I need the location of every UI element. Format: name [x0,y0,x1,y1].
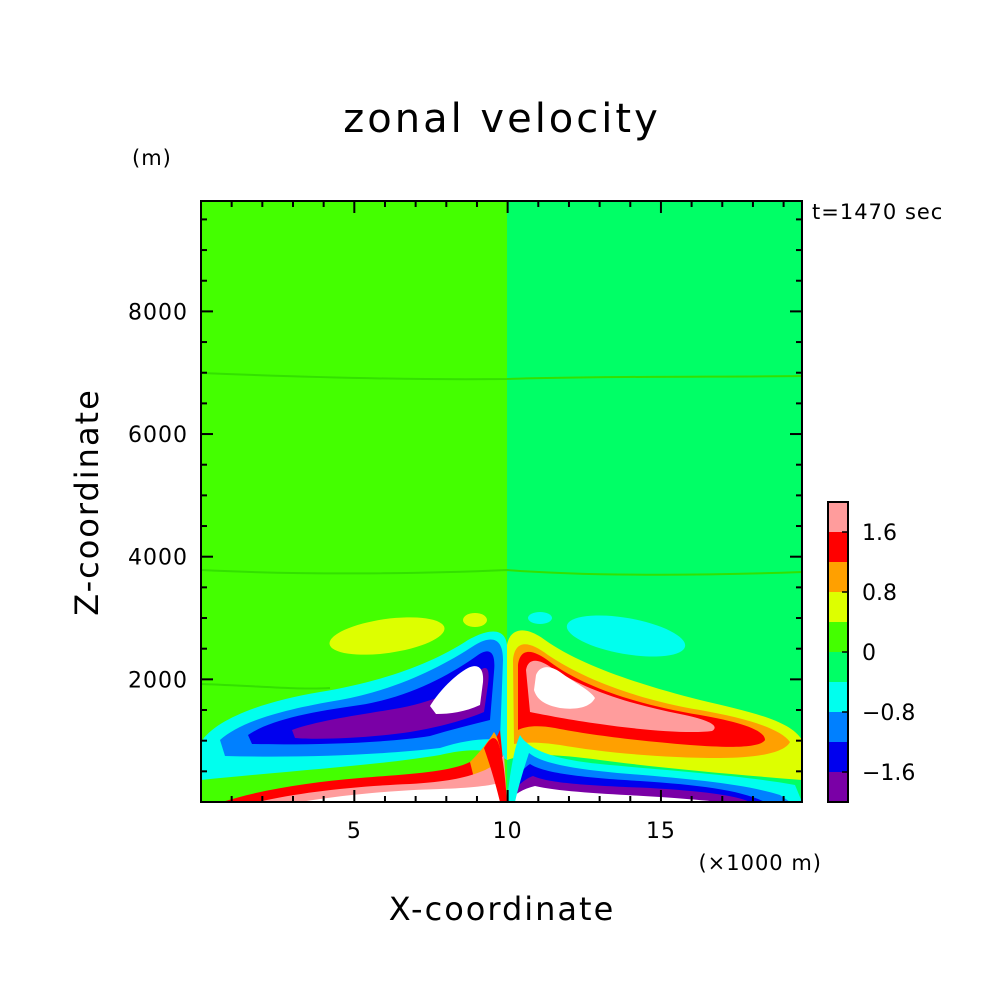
center-cyan-column [507,741,530,802]
y-axis-label: Z-coordinate [68,388,106,616]
left-jet-core-white [430,666,484,714]
colorbar-swatch [828,652,848,682]
y-unit-label: (m) [132,146,172,170]
colorbar-swatch [828,622,848,652]
colorbar-swatch [828,532,848,562]
band-contour-upper [201,372,802,381]
contour-plot-area [201,201,802,802]
chart-title: zonal velocity [343,96,661,142]
x-unit-label: (×1000 m) [698,851,822,875]
x-tick-label: 15 [646,819,676,844]
colorbar-label: −0.8 [862,701,915,726]
left-jet-level-purple [292,668,489,739]
colorbar: 1.6 0.8 0 −0.8 −1.6 [827,501,915,803]
colorbar-swatch [828,712,848,742]
x-tick-label: 10 [493,819,523,844]
colorbar-swatch [828,562,848,592]
y-tick-label: 6000 [128,423,188,448]
colorbar-swatch [828,772,848,802]
colorbar-swatch [828,502,848,532]
x-axis-label: X-coordinate [389,890,616,928]
upper-yellow-blob [329,617,445,655]
right-jet-level-pink [526,660,715,733]
y-tick-label: 8000 [128,300,188,325]
x-tick-label: 5 [347,819,362,844]
band-contour-middle [201,569,802,576]
colorbar-label: 1.6 [862,521,897,546]
y-axis-ticks: 2000 4000 6000 8000 [128,218,802,773]
upper-yellow-small-blob [463,613,487,627]
right-jet-core-white [534,667,595,709]
time-label: t=1470 sec [812,200,943,224]
y-tick-label: 4000 [128,546,188,571]
band-contour-lower [201,683,331,690]
center-red-column [484,738,507,802]
right-surface-white [507,786,720,802]
upper-cyan-blob [566,615,686,657]
colorbar-label: 0 [862,641,876,666]
colorbar-swatch [828,742,848,772]
left-surface-white [300,782,507,802]
x-axis-ticks: 5 10 15 [230,201,785,844]
y-tick-label: 2000 [128,668,188,693]
colorbar-label: −1.6 [862,761,915,786]
upper-cyan-small-blob [528,612,552,624]
plot-frame [200,200,803,803]
colorbar-swatch [828,592,848,622]
colorbar-swatch [828,682,848,712]
colorbar-label: 0.8 [862,581,897,606]
